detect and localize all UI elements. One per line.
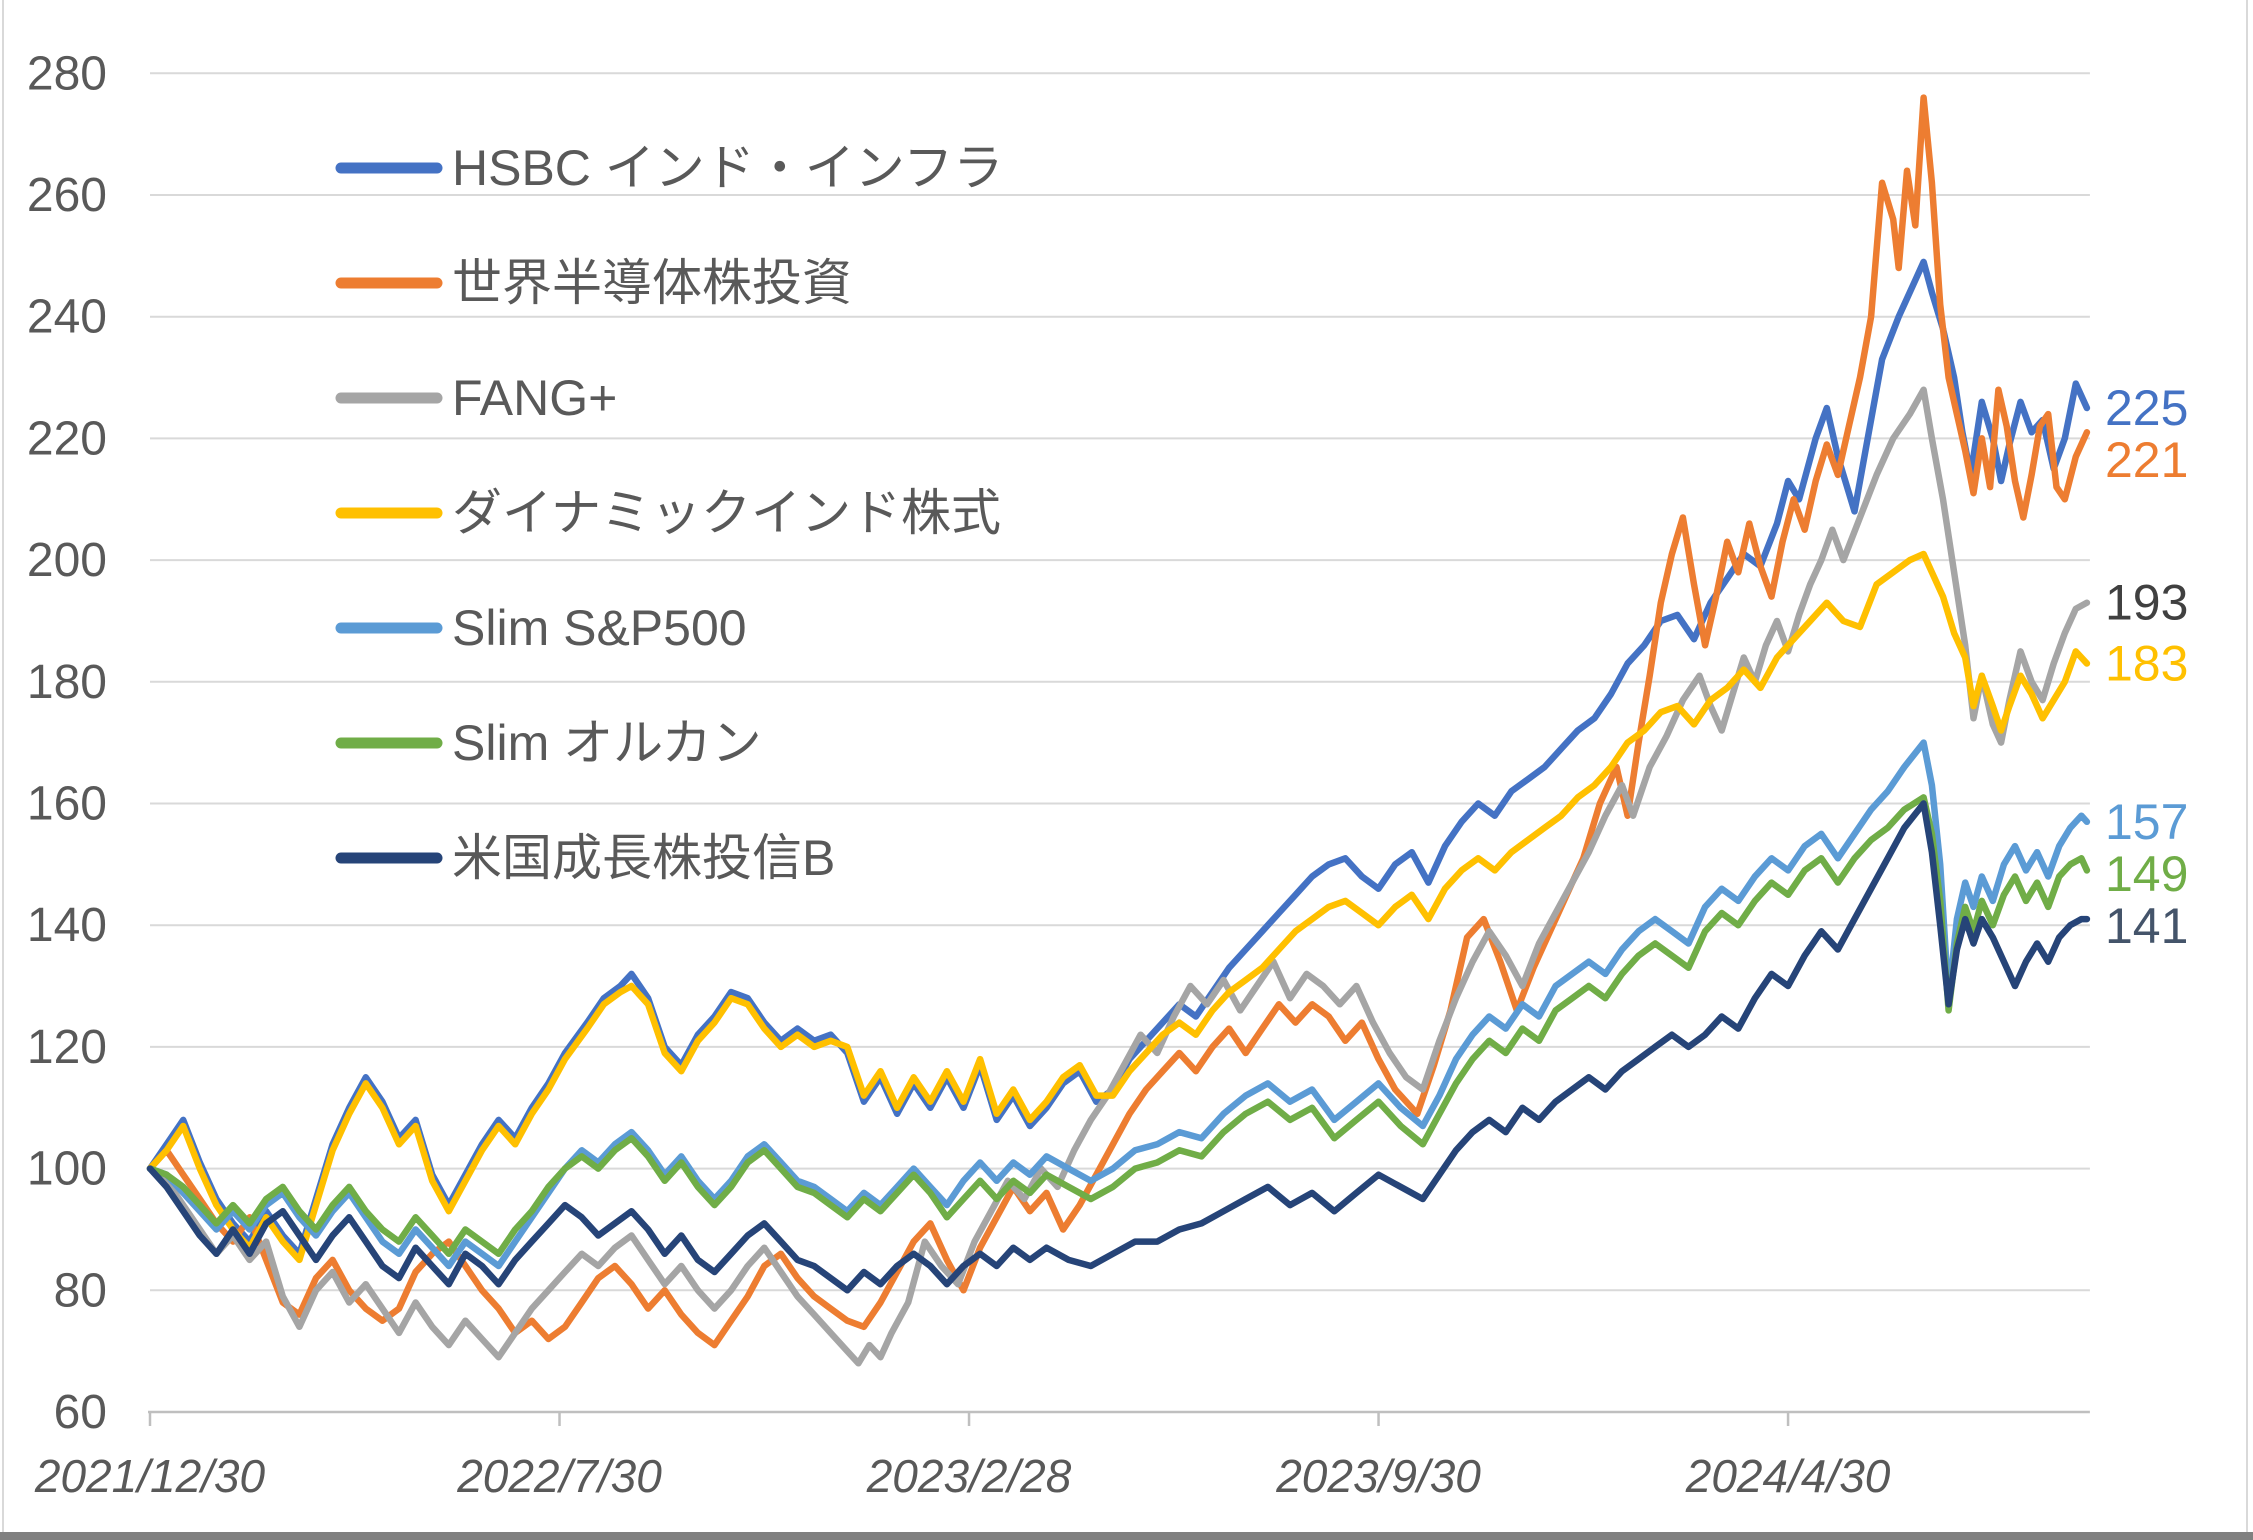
series-end-value: 221 bbox=[2105, 432, 2188, 488]
y-tick-label-180: 180 bbox=[27, 656, 107, 709]
series-line-2 bbox=[146, 94, 2091, 1349]
series-end-value: 157 bbox=[2105, 794, 2188, 850]
x-tick-label: 2021/12/30 bbox=[34, 1450, 266, 1502]
series-end-value: 141 bbox=[2105, 898, 2188, 954]
y-tick-label-60: 60 bbox=[54, 1386, 107, 1439]
legend-item-1: HSBC インド・インフラ bbox=[335, 140, 1003, 196]
series-line-1 bbox=[146, 258, 2091, 1258]
y-tick-label-240: 240 bbox=[27, 291, 107, 344]
page-right-border bbox=[2246, 0, 2248, 1532]
legend-label: 米国成長株投信B bbox=[452, 830, 835, 886]
legend-label: FANG+ bbox=[452, 370, 617, 426]
series-line-7 bbox=[146, 800, 2091, 1294]
legend-item-6: Slim オルカン bbox=[335, 715, 762, 771]
page-bottom-edge bbox=[0, 1532, 2253, 1540]
legend-item-7: 米国成長株投信B bbox=[335, 830, 835, 886]
y-tick-label-160: 160 bbox=[27, 778, 107, 831]
series-end-value: 183 bbox=[2105, 636, 2188, 692]
legend-item-3: FANG+ bbox=[335, 370, 617, 426]
y-tick-label-200: 200 bbox=[27, 534, 107, 587]
series-end-value: 149 bbox=[2105, 846, 2188, 902]
y-tick-label-120: 120 bbox=[27, 1021, 107, 1074]
series-line-6 bbox=[146, 794, 2091, 1258]
legend-item-2: 世界半導体株投資 bbox=[335, 255, 852, 311]
y-tick-label-100: 100 bbox=[27, 1143, 107, 1196]
legend-label: HSBC インド・インフラ bbox=[452, 140, 1003, 196]
series-line-4 bbox=[146, 550, 2091, 1264]
legend-label: Slim オルカン bbox=[452, 715, 762, 771]
series-line-3 bbox=[146, 386, 2091, 1367]
series-lines bbox=[146, 94, 2091, 1367]
y-tick-label-220: 220 bbox=[27, 412, 107, 465]
y-tick-label-80: 80 bbox=[54, 1264, 107, 1317]
legend-item-5: Slim S&P500 bbox=[335, 600, 747, 656]
gridlines bbox=[150, 72, 2090, 1292]
series-end-value: 225 bbox=[2105, 380, 2188, 436]
y-tick-label-140: 140 bbox=[27, 899, 107, 952]
legend-item-4: ダイナミックインド株式 bbox=[335, 485, 1001, 541]
x-tick-label: 2023/9/30 bbox=[1275, 1450, 1481, 1502]
legend-label: 世界半導体株投資 bbox=[452, 255, 852, 311]
series-line-5 bbox=[146, 739, 2091, 1270]
series-end-value: 193 bbox=[2105, 575, 2188, 631]
legend-label: ダイナミックインド株式 bbox=[452, 485, 1001, 541]
page-left-border bbox=[2, 0, 4, 1532]
legend-label: Slim S&P500 bbox=[452, 600, 747, 656]
x-tick-label: 2022/7/30 bbox=[456, 1450, 662, 1502]
x-tick-label: 2024/4/30 bbox=[1685, 1450, 1891, 1502]
axes: 2021/12/30 2022/7/30 2023/2/28 2023/9/30 202… bbox=[27, 47, 2090, 1502]
x-tick-label: 2023/2/28 bbox=[866, 1450, 1072, 1502]
y-tick-label-260: 260 bbox=[27, 169, 107, 222]
y-tick-label-280: 280 bbox=[27, 47, 107, 100]
